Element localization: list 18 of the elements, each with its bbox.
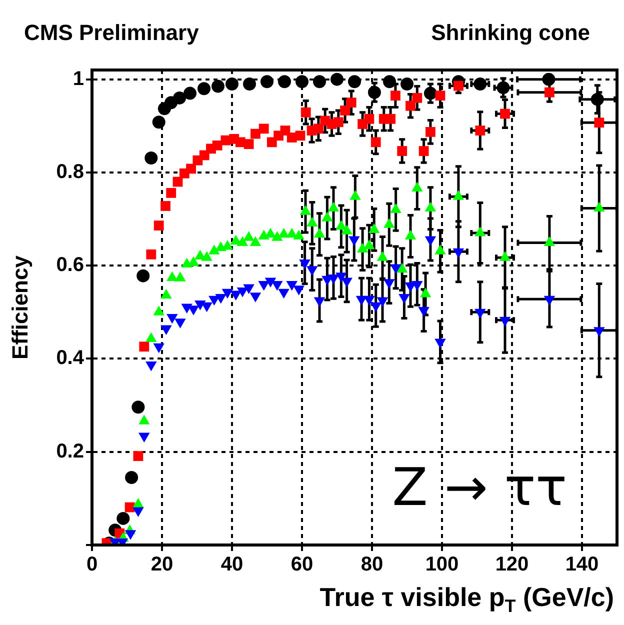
chart-title: CMS Preliminary xyxy=(24,20,199,46)
y-tick-label: 0.6 xyxy=(56,254,84,276)
y-tick-label: 0.8 xyxy=(56,160,84,183)
chart-subtitle: Shrinking cone xyxy=(431,20,590,46)
x-tick-label: 100 xyxy=(425,554,459,576)
x-tick-label: 0 xyxy=(86,554,98,576)
annotation: Z → ττ xyxy=(392,458,567,518)
y-tick-label: 0.2 xyxy=(56,440,84,462)
x-axis-title: True τ visible p$_{T}$ (GeV/c) xyxy=(320,582,614,618)
y-axis-title: Efficiency xyxy=(7,254,32,360)
x-tick-label: 20 xyxy=(150,554,174,576)
x-tick-label: 80 xyxy=(360,554,384,576)
x-tick-label: 40 xyxy=(220,554,244,576)
y-tick-label: 0.4 xyxy=(56,347,85,370)
x-tick-label: 120 xyxy=(495,554,529,576)
x-tick-label: 140 xyxy=(565,554,599,576)
x-tick-label: 60 xyxy=(290,554,314,576)
y-tick-label: 1 xyxy=(72,68,84,90)
